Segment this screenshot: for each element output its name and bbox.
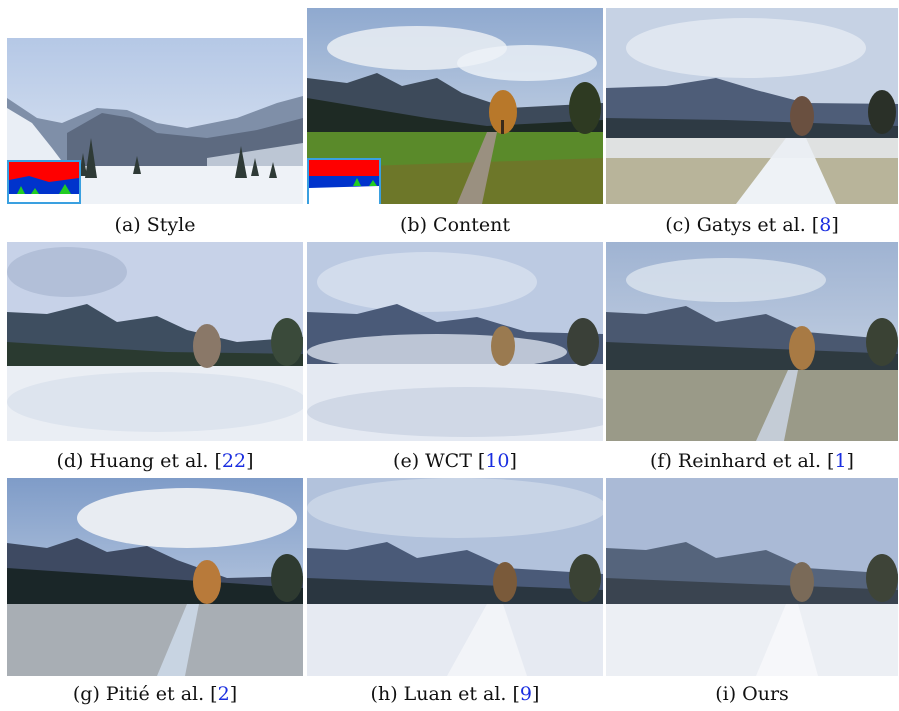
caption-gatys: (c) Gatys et al. [8] [665,214,839,236]
citation-link[interactable]: 2 [217,683,230,705]
result-ours [606,478,898,676]
segmentation-mask [307,158,381,204]
result-gatys [606,8,898,204]
segmentation-mask [7,160,81,204]
citation-link[interactable]: 9 [519,683,533,705]
content-image [307,8,603,204]
result-wct [307,242,603,441]
caption-pitie: (g) Pitié et al. [2] [72,683,238,705]
citation-link[interactable]: 8 [819,214,832,236]
result-huang [7,242,303,441]
caption-style: (a) Style [114,214,196,236]
caption-content: (b) Content [400,214,510,236]
caption-reinhard: (f) Reinhard et al. [1] [650,450,854,472]
result-pitie [7,478,303,676]
citation-link[interactable]: 22 [221,450,247,472]
result-luan [307,478,603,676]
caption-ours: (i) Ours [715,683,789,705]
citation-link[interactable]: 10 [485,450,510,472]
citation-link[interactable]: 1 [834,450,847,472]
style-image [7,38,303,204]
caption-huang: (d) Huang et al. [22] [56,450,254,472]
caption-wct: (e) WCT [10] [393,450,517,472]
caption-luan: (h) Luan et al. [9] [370,683,540,705]
result-reinhard [606,242,898,441]
